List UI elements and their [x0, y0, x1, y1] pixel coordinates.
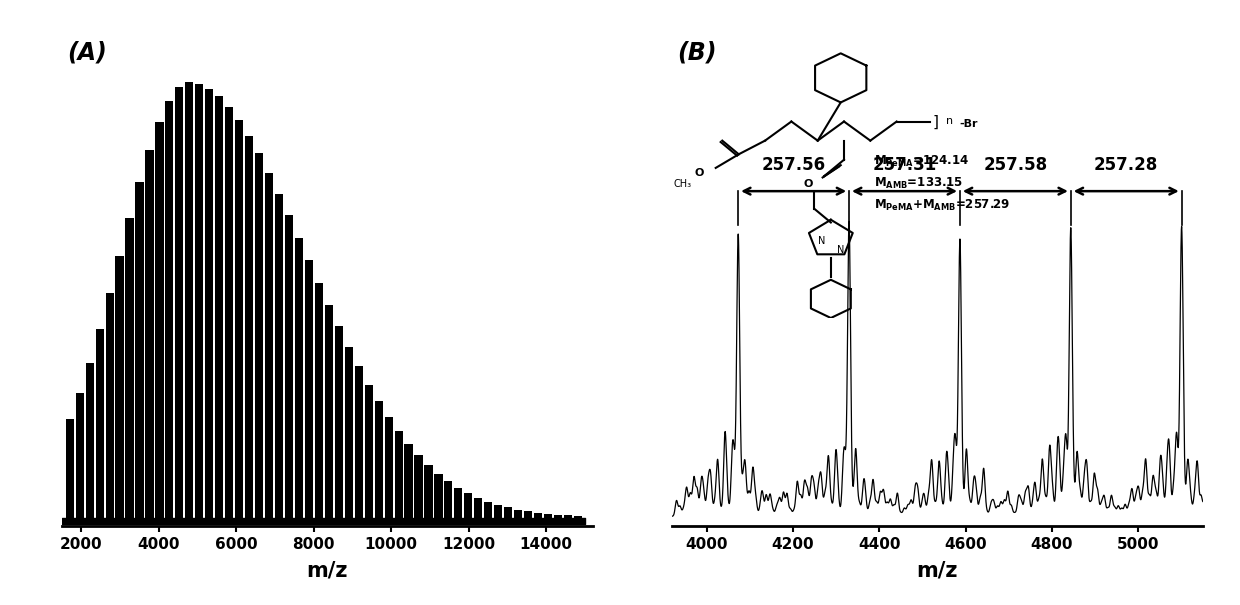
Text: 257.56: 257.56	[761, 156, 826, 174]
Bar	[335, 326, 343, 518]
Bar	[315, 283, 322, 518]
X-axis label: m/z: m/z	[916, 560, 959, 580]
Bar	[305, 260, 312, 518]
Bar	[155, 122, 164, 518]
Bar	[544, 514, 552, 518]
Bar	[205, 88, 213, 518]
Bar	[325, 305, 332, 518]
Bar	[574, 516, 582, 518]
Bar	[474, 498, 482, 518]
Bar	[464, 493, 472, 518]
Bar	[255, 153, 263, 518]
Bar	[265, 173, 273, 518]
Bar	[525, 511, 532, 518]
Bar	[424, 465, 433, 518]
Bar	[554, 515, 562, 518]
Bar	[86, 362, 94, 518]
Bar	[434, 474, 443, 518]
Bar	[454, 488, 463, 518]
Text: 257.31: 257.31	[873, 156, 936, 174]
Bar	[195, 84, 203, 518]
Text: 257.28: 257.28	[1094, 156, 1158, 174]
Bar	[175, 87, 184, 518]
Bar	[414, 455, 423, 518]
Bar	[495, 505, 502, 518]
Bar	[145, 149, 154, 518]
Bar	[215, 96, 223, 518]
Bar	[226, 106, 233, 518]
Bar	[404, 443, 413, 518]
Bar	[185, 82, 193, 518]
Bar	[275, 194, 283, 518]
Bar	[105, 293, 114, 518]
Bar	[365, 385, 373, 518]
Bar	[135, 182, 144, 518]
Bar	[95, 329, 104, 518]
Bar	[246, 136, 253, 518]
Text: (A): (A)	[67, 40, 107, 64]
Bar	[384, 417, 393, 518]
Bar	[374, 402, 383, 518]
X-axis label: m/z: m/z	[306, 560, 348, 580]
Bar	[345, 347, 353, 518]
Text: 257.58: 257.58	[983, 156, 1048, 174]
Bar	[66, 419, 74, 518]
Bar	[484, 502, 492, 518]
Bar	[394, 431, 403, 518]
Bar	[115, 256, 124, 518]
Bar	[125, 218, 134, 518]
Bar	[564, 515, 572, 518]
Text: (B): (B)	[677, 40, 717, 64]
Bar	[76, 393, 84, 518]
Bar	[505, 508, 512, 518]
Bar	[285, 215, 293, 518]
Bar	[534, 513, 542, 518]
Bar	[515, 509, 522, 518]
Bar	[295, 238, 303, 518]
Bar	[355, 367, 363, 518]
Bar	[165, 100, 174, 518]
Bar	[236, 120, 243, 518]
Bar	[444, 481, 453, 518]
